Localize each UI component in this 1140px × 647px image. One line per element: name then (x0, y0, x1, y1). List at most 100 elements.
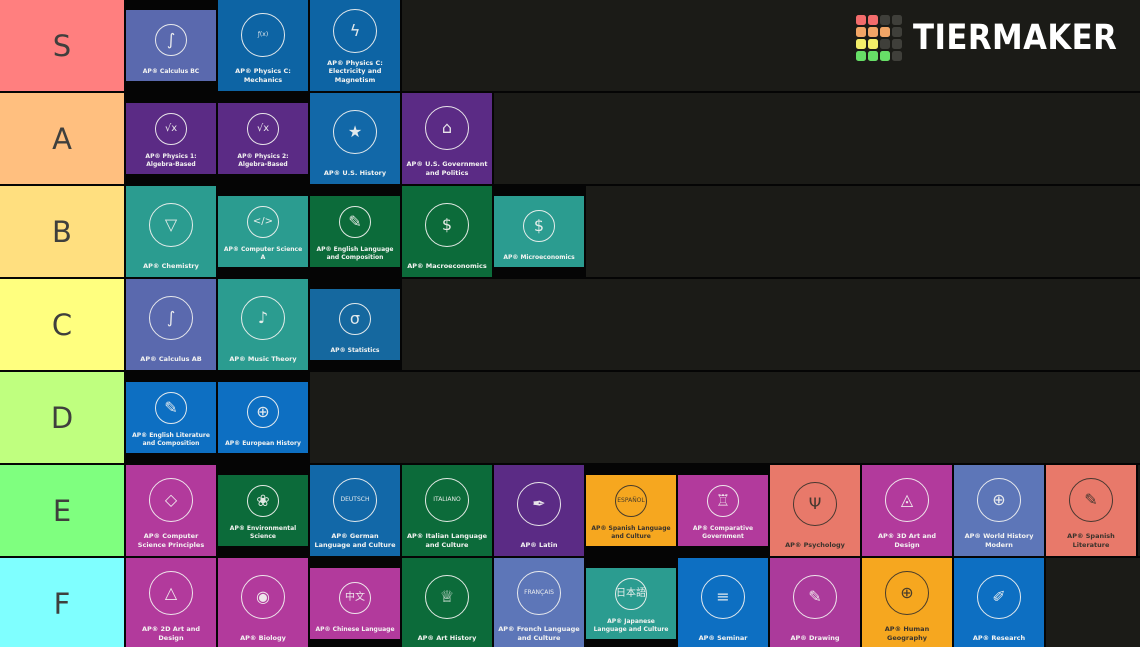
tier-row-e: E ◇ AP® Computer Science Principles ❀ AP… (0, 465, 1140, 556)
card-title: AP® Research (972, 633, 1026, 642)
tier-row-d: D ✎ AP® English Literature and Compositi… (0, 372, 1140, 463)
card-ap-italian-language-and-culture[interactable]: ITALIANO AP® Italian Language and Cultur… (402, 465, 492, 556)
card-ap-research[interactable]: ✐ AP® Research (954, 558, 1044, 647)
card-body: ✎ AP® English Language and Composition (310, 196, 400, 267)
card-ap-biology[interactable]: ◉ AP® Biology (218, 558, 308, 647)
card-body: Ψ AP® Psychology (770, 465, 860, 556)
card-ap-german-language-and-culture[interactable]: DEUTSCH AP® German Language and Culture (310, 465, 400, 556)
icon-glyph: ƒ(x) (257, 31, 269, 39)
tier-label-f[interactable]: F (0, 558, 124, 647)
card-ap-chinese-language[interactable]: 中文 AP® Chinese Language (310, 558, 400, 647)
globe-magnifier-icon: ⊕ (247, 395, 279, 428)
calculator-derivative-icon: ∫ (149, 296, 193, 341)
tier-row-body: ✎ AP® English Literature and Composition… (126, 372, 1140, 463)
card-ap-2d-art-and-design[interactable]: △ AP® 2D Art and Design (126, 558, 216, 647)
card-ap-macroeconomics[interactable]: $ AP® Macroeconomics (402, 186, 492, 277)
logo-grid-cell (880, 51, 890, 61)
music-laptop-icon: ♪ (241, 296, 285, 341)
icon-glyph: DEUTSCH (340, 496, 370, 504)
icon-glyph: ⊕ (992, 490, 1006, 510)
cards-strip: ✎ AP® English Literature and Composition… (126, 372, 310, 463)
card-ap-comparative-government[interactable]: ♖ AP® Comparative Government (678, 465, 768, 556)
card-body: 日本語 AP® Japanese Language and Culture (586, 568, 676, 639)
card-ap-physics-2-algebra-based[interactable]: √x AP® Physics 2: Algebra-Based (218, 93, 308, 184)
card-ap-world-history-modern[interactable]: ⊕ AP® World History Modern (954, 465, 1044, 556)
card-ap-japanese-language-and-culture[interactable]: 日本語 AP® Japanese Language and Culture (586, 558, 676, 647)
card-title: AP® Comparative Government (692, 525, 754, 541)
logo-grid-cell (892, 27, 902, 37)
popcorn-equation-icon: √x (155, 112, 187, 145)
card-ap-microeconomics[interactable]: $ AP® Microeconomics (494, 186, 584, 277)
card-body: $ AP® Macroeconomics (402, 186, 492, 277)
cards-strip: △ AP® 2D Art and Design ◉ AP® Biology 中文… (126, 558, 1046, 647)
card-ap-physics-c-mechanics[interactable]: ƒ(x) AP® Physics C: Mechanics (218, 0, 308, 91)
card-ap-music-theory[interactable]: ♪ AP® Music Theory (218, 279, 308, 370)
icon-glyph: ◉ (256, 587, 270, 607)
tier-label-a[interactable]: A (0, 93, 124, 184)
books-globe-icon: ⊕ (977, 478, 1021, 523)
card-ap-english-literature-and-composition[interactable]: ✎ AP® English Literature and Composition (126, 372, 216, 463)
card-ap-european-history[interactable]: ⊕ AP® European History (218, 372, 308, 463)
card-ap-spanish-language-and-culture[interactable]: ESPAÑOL AP® Spanish Language and Culture (586, 465, 676, 556)
card-title: AP® Physics 1: Algebra-Based (145, 153, 197, 169)
card-ap-drawing[interactable]: ✎ AP® Drawing (770, 558, 860, 647)
card-body: ⊕ AP® Human Geography (862, 558, 952, 647)
icon-glyph: ≡ (716, 587, 730, 607)
card-title: AP® Physics C: Mechanics (235, 67, 291, 84)
tier-row-body: ▽ AP® Chemistry </> AP® Computer Science… (126, 186, 1140, 277)
capitol-building-icon: ⌂ (425, 106, 469, 151)
logo-grid-cell (892, 51, 902, 61)
card-ap-human-geography[interactable]: ⊕ AP® Human Geography (862, 558, 952, 647)
card-ap-3d-art-and-design[interactable]: ◬ AP® 3D Art and Design (862, 465, 952, 556)
card-ap-calculus-ab[interactable]: ∫ AP® Calculus AB (126, 279, 216, 370)
card-ap-environmental-science[interactable]: ❀ AP® Environmental Science (218, 465, 308, 556)
italiano-crest-icon: ITALIANO (425, 478, 469, 523)
card-ap-seminar[interactable]: ≡ AP® Seminar (678, 558, 768, 647)
tier-label-c[interactable]: C (0, 279, 124, 370)
card-title: AP® Human Geography (884, 625, 930, 642)
card-body: DEUTSCH AP® German Language and Culture (310, 465, 400, 556)
card-body: ◬ AP® 3D Art and Design (862, 465, 952, 556)
card-body: $ AP® Microeconomics (494, 196, 584, 267)
card-body: ♕ AP® Art History (402, 558, 492, 647)
card-ap-calculus-bc[interactable]: ∫ AP® Calculus BC (126, 0, 216, 91)
card-ap-chemistry[interactable]: ▽ AP® Chemistry (126, 186, 216, 277)
card-ap-computer-science-principles[interactable]: ◇ AP® Computer Science Principles (126, 465, 216, 556)
card-ap-physics-1-algebra-based[interactable]: √x AP® Physics 1: Algebra-Based (126, 93, 216, 184)
tiermaker-logo[interactable]: TIERMAKER (856, 15, 1128, 61)
tier-label-s[interactable]: S (0, 0, 124, 91)
card-ap-art-history[interactable]: ♕ AP® Art History (402, 558, 492, 647)
card-ap-us-government-and-politics[interactable]: ⌂ AP® U.S. Government and Politics (402, 93, 492, 184)
card-ap-computer-science-a[interactable]: </> AP® Computer Science A (218, 186, 308, 277)
card-body: ESPAÑOL AP® Spanish Language and Culture (586, 475, 676, 546)
card-title: AP® Calculus AB (140, 354, 202, 363)
flag-liberty-bell-icon: ★ (333, 110, 377, 155)
card-body: ◇ AP® Computer Science Principles (126, 465, 216, 556)
card-body: ∫ AP® Calculus BC (126, 10, 216, 81)
card-ap-statistics[interactable]: σ AP® Statistics (310, 279, 400, 370)
card-ap-psychology[interactable]: Ψ AP® Psychology (770, 465, 860, 556)
card-body: ❀ AP® Environmental Science (218, 475, 308, 546)
cards-strip: ∫ AP® Calculus AB ♪ AP® Music Theory σ A… (126, 279, 402, 370)
triangle-hand-drawing-icon: ✎ (793, 575, 837, 620)
card-body: </> AP® Computer Science A (218, 196, 308, 267)
card-title: AP® Spanish Literature (1067, 532, 1115, 549)
histogram-curve-icon: σ (339, 302, 371, 335)
tier-label-d[interactable]: D (0, 372, 124, 463)
card-ap-us-history[interactable]: ★ AP® U.S. History (310, 93, 400, 184)
card-ap-physics-c-electricity-and-magnetism[interactable]: ϟ AP® Physics C: Electricity and Magneti… (310, 0, 400, 91)
tier-row-b: B ▽ AP® Chemistry </> AP® Computer Scien… (0, 186, 1140, 277)
icon-glyph: ✒ (532, 494, 546, 514)
card-ap-french-language-and-culture[interactable]: FRANÇAIS AP® French Language and Culture (494, 558, 584, 647)
card-ap-english-language-and-composition[interactable]: ✎ AP® English Language and Composition (310, 186, 400, 277)
chinese-crest-icon: 中文 (339, 581, 371, 614)
globe-shipping-icon: $ (425, 203, 469, 248)
globe-plants-icon: ❀ (247, 484, 279, 517)
card-ap-latin[interactable]: ✒ AP® Latin (494, 465, 584, 556)
tier-label-b[interactable]: B (0, 186, 124, 277)
card-ap-spanish-literature[interactable]: ✎ AP® Spanish Literature (1046, 465, 1136, 556)
card-title: AP® Physics 2: Algebra-Based (237, 153, 289, 169)
tier-label-e[interactable]: E (0, 465, 124, 556)
card-title: AP® English Literature and Composition (132, 432, 210, 448)
